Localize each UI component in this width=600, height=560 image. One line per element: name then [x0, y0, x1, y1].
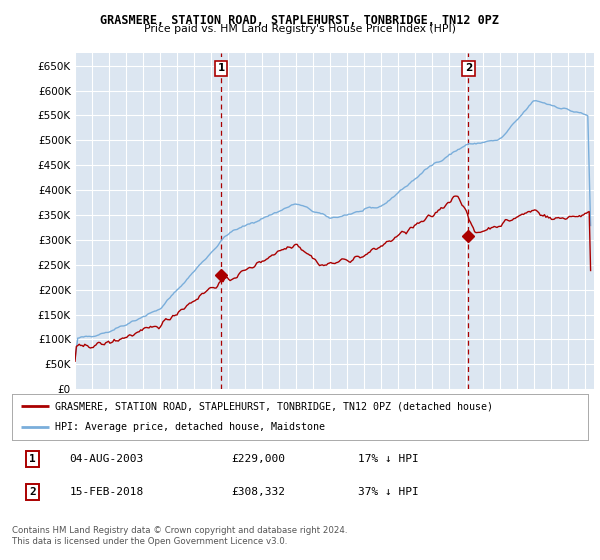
Text: GRASMERE, STATION ROAD, STAPLEHURST, TONBRIDGE, TN12 0PZ (detached house): GRASMERE, STATION ROAD, STAPLEHURST, TON…: [55, 401, 493, 411]
Text: GRASMERE, STATION ROAD, STAPLEHURST, TONBRIDGE, TN12 0PZ: GRASMERE, STATION ROAD, STAPLEHURST, TON…: [101, 14, 499, 27]
Text: £229,000: £229,000: [231, 454, 285, 464]
Text: 2: 2: [29, 487, 36, 497]
Text: HPI: Average price, detached house, Maidstone: HPI: Average price, detached house, Maid…: [55, 422, 325, 432]
Text: 17% ↓ HPI: 17% ↓ HPI: [358, 454, 418, 464]
Text: 37% ↓ HPI: 37% ↓ HPI: [358, 487, 418, 497]
Text: 1: 1: [217, 63, 224, 73]
Text: Price paid vs. HM Land Registry's House Price Index (HPI): Price paid vs. HM Land Registry's House …: [144, 24, 456, 34]
Text: 2: 2: [465, 63, 472, 73]
Text: 1: 1: [29, 454, 36, 464]
Text: Contains HM Land Registry data © Crown copyright and database right 2024.
This d: Contains HM Land Registry data © Crown c…: [12, 526, 347, 546]
Text: 15-FEB-2018: 15-FEB-2018: [70, 487, 144, 497]
Text: 04-AUG-2003: 04-AUG-2003: [70, 454, 144, 464]
Text: £308,332: £308,332: [231, 487, 285, 497]
